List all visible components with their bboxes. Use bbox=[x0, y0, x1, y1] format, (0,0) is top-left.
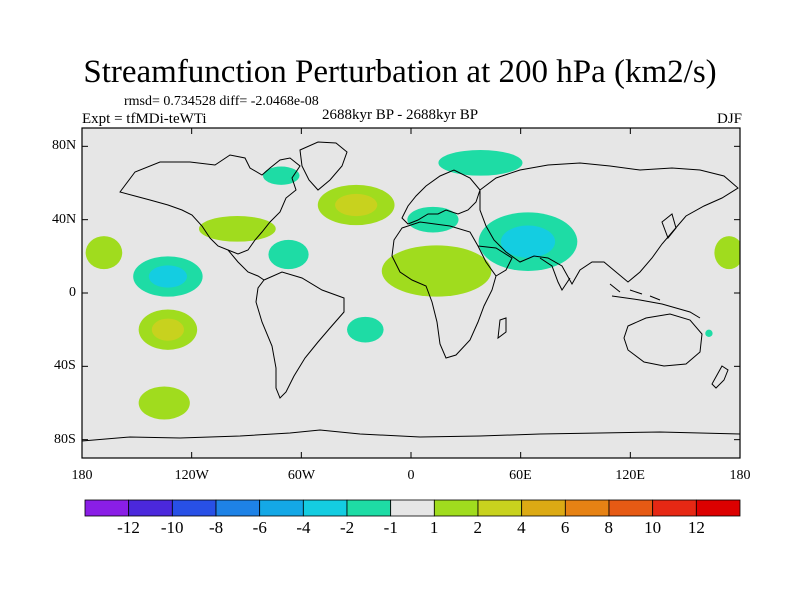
coastlines bbox=[82, 141, 740, 442]
colorbar-label: -4 bbox=[296, 518, 311, 537]
anomaly-region-8-level-1 bbox=[714, 236, 740, 270]
colorbar-box bbox=[215, 499, 261, 517]
colorbar-box bbox=[652, 499, 697, 517]
x-tick-label: 60W bbox=[287, 468, 316, 483]
y-tick-label: 0 bbox=[69, 285, 76, 300]
colorbar-box bbox=[477, 499, 523, 517]
x-tick-label: 0 bbox=[407, 468, 415, 483]
anomaly-region-11-level--1 bbox=[262, 166, 300, 185]
anomaly-region-3-level--2 bbox=[500, 225, 556, 258]
x-tick-label: 60E bbox=[509, 468, 532, 483]
colorbar-label: -8 bbox=[209, 518, 224, 537]
anomaly-region-9-level--1 bbox=[268, 239, 309, 270]
y-tick-label: 40N bbox=[52, 211, 77, 227]
anomaly-region-15-level--1 bbox=[705, 329, 713, 338]
anomaly-contours bbox=[85, 150, 740, 420]
x-tick-label: 180 bbox=[71, 468, 93, 483]
x-tick-label: 120E bbox=[615, 468, 645, 483]
anomaly-region-12-level--1 bbox=[347, 316, 384, 343]
colorbar-label: -6 bbox=[252, 518, 267, 537]
colorbar-box bbox=[521, 499, 566, 517]
figure-title: Streamfunction Perturbation at 200 hPa (… bbox=[83, 54, 717, 90]
colorbar-box bbox=[608, 499, 654, 517]
anomaly-region-10-level--1 bbox=[407, 206, 459, 233]
anomaly-region-6-level-1 bbox=[198, 216, 276, 242]
colorbar-box bbox=[302, 499, 348, 517]
colorbar-box bbox=[171, 499, 217, 517]
rmsd-stats: rmsd= 0.734528 diff= -2.0468e-08 bbox=[124, 94, 319, 109]
y-tick-label: 80N bbox=[52, 138, 77, 154]
colorbar-box bbox=[433, 499, 479, 517]
colorbar-label: -10 bbox=[160, 518, 184, 537]
colorbar-label: -1 bbox=[383, 518, 398, 537]
x-tick-label: 180 bbox=[729, 468, 751, 483]
colorbar-label: 1 bbox=[429, 518, 439, 537]
anomaly-region-13-level-2 bbox=[151, 318, 184, 341]
colorbar-label: 4 bbox=[517, 518, 526, 537]
colorbar-box bbox=[346, 499, 392, 517]
colorbar-label: 10 bbox=[644, 518, 662, 537]
colorbar-label: 2 bbox=[473, 518, 483, 537]
anomaly-region-7-level-1 bbox=[85, 236, 123, 270]
experiment-label: Expt = tfMDi-teWTi bbox=[82, 111, 207, 127]
colorbar-label: -2 bbox=[340, 518, 355, 537]
season-label: DJF bbox=[716, 111, 742, 127]
axis-ticks bbox=[81, 128, 741, 458]
colorbar-box bbox=[695, 499, 741, 517]
anomaly-region-1-level-2 bbox=[335, 193, 378, 217]
y-tick-label: 40S bbox=[54, 358, 76, 374]
colorbar-label: 12 bbox=[687, 518, 705, 537]
x-tick-label: 120W bbox=[174, 468, 209, 483]
colorbar-box bbox=[390, 499, 435, 517]
time-range-label: 2688kyr BP - 2688kyr BP bbox=[322, 107, 479, 123]
anomaly-region-4-level-1 bbox=[381, 245, 492, 297]
colorbar-label: -12 bbox=[117, 518, 140, 537]
anomaly-region-5-level--1 bbox=[438, 150, 523, 176]
colorbar-box bbox=[84, 499, 130, 517]
colorbar-box bbox=[128, 499, 173, 517]
colorbar-label: 8 bbox=[604, 518, 614, 537]
colorbar-label: 6 bbox=[560, 518, 570, 537]
anomaly-region-2-level--2 bbox=[148, 265, 188, 288]
colorbar-box bbox=[259, 499, 304, 517]
anomaly-region-14-level-1 bbox=[138, 386, 190, 420]
y-tick-label: 80S bbox=[54, 431, 76, 447]
colorbar-box bbox=[564, 499, 610, 517]
